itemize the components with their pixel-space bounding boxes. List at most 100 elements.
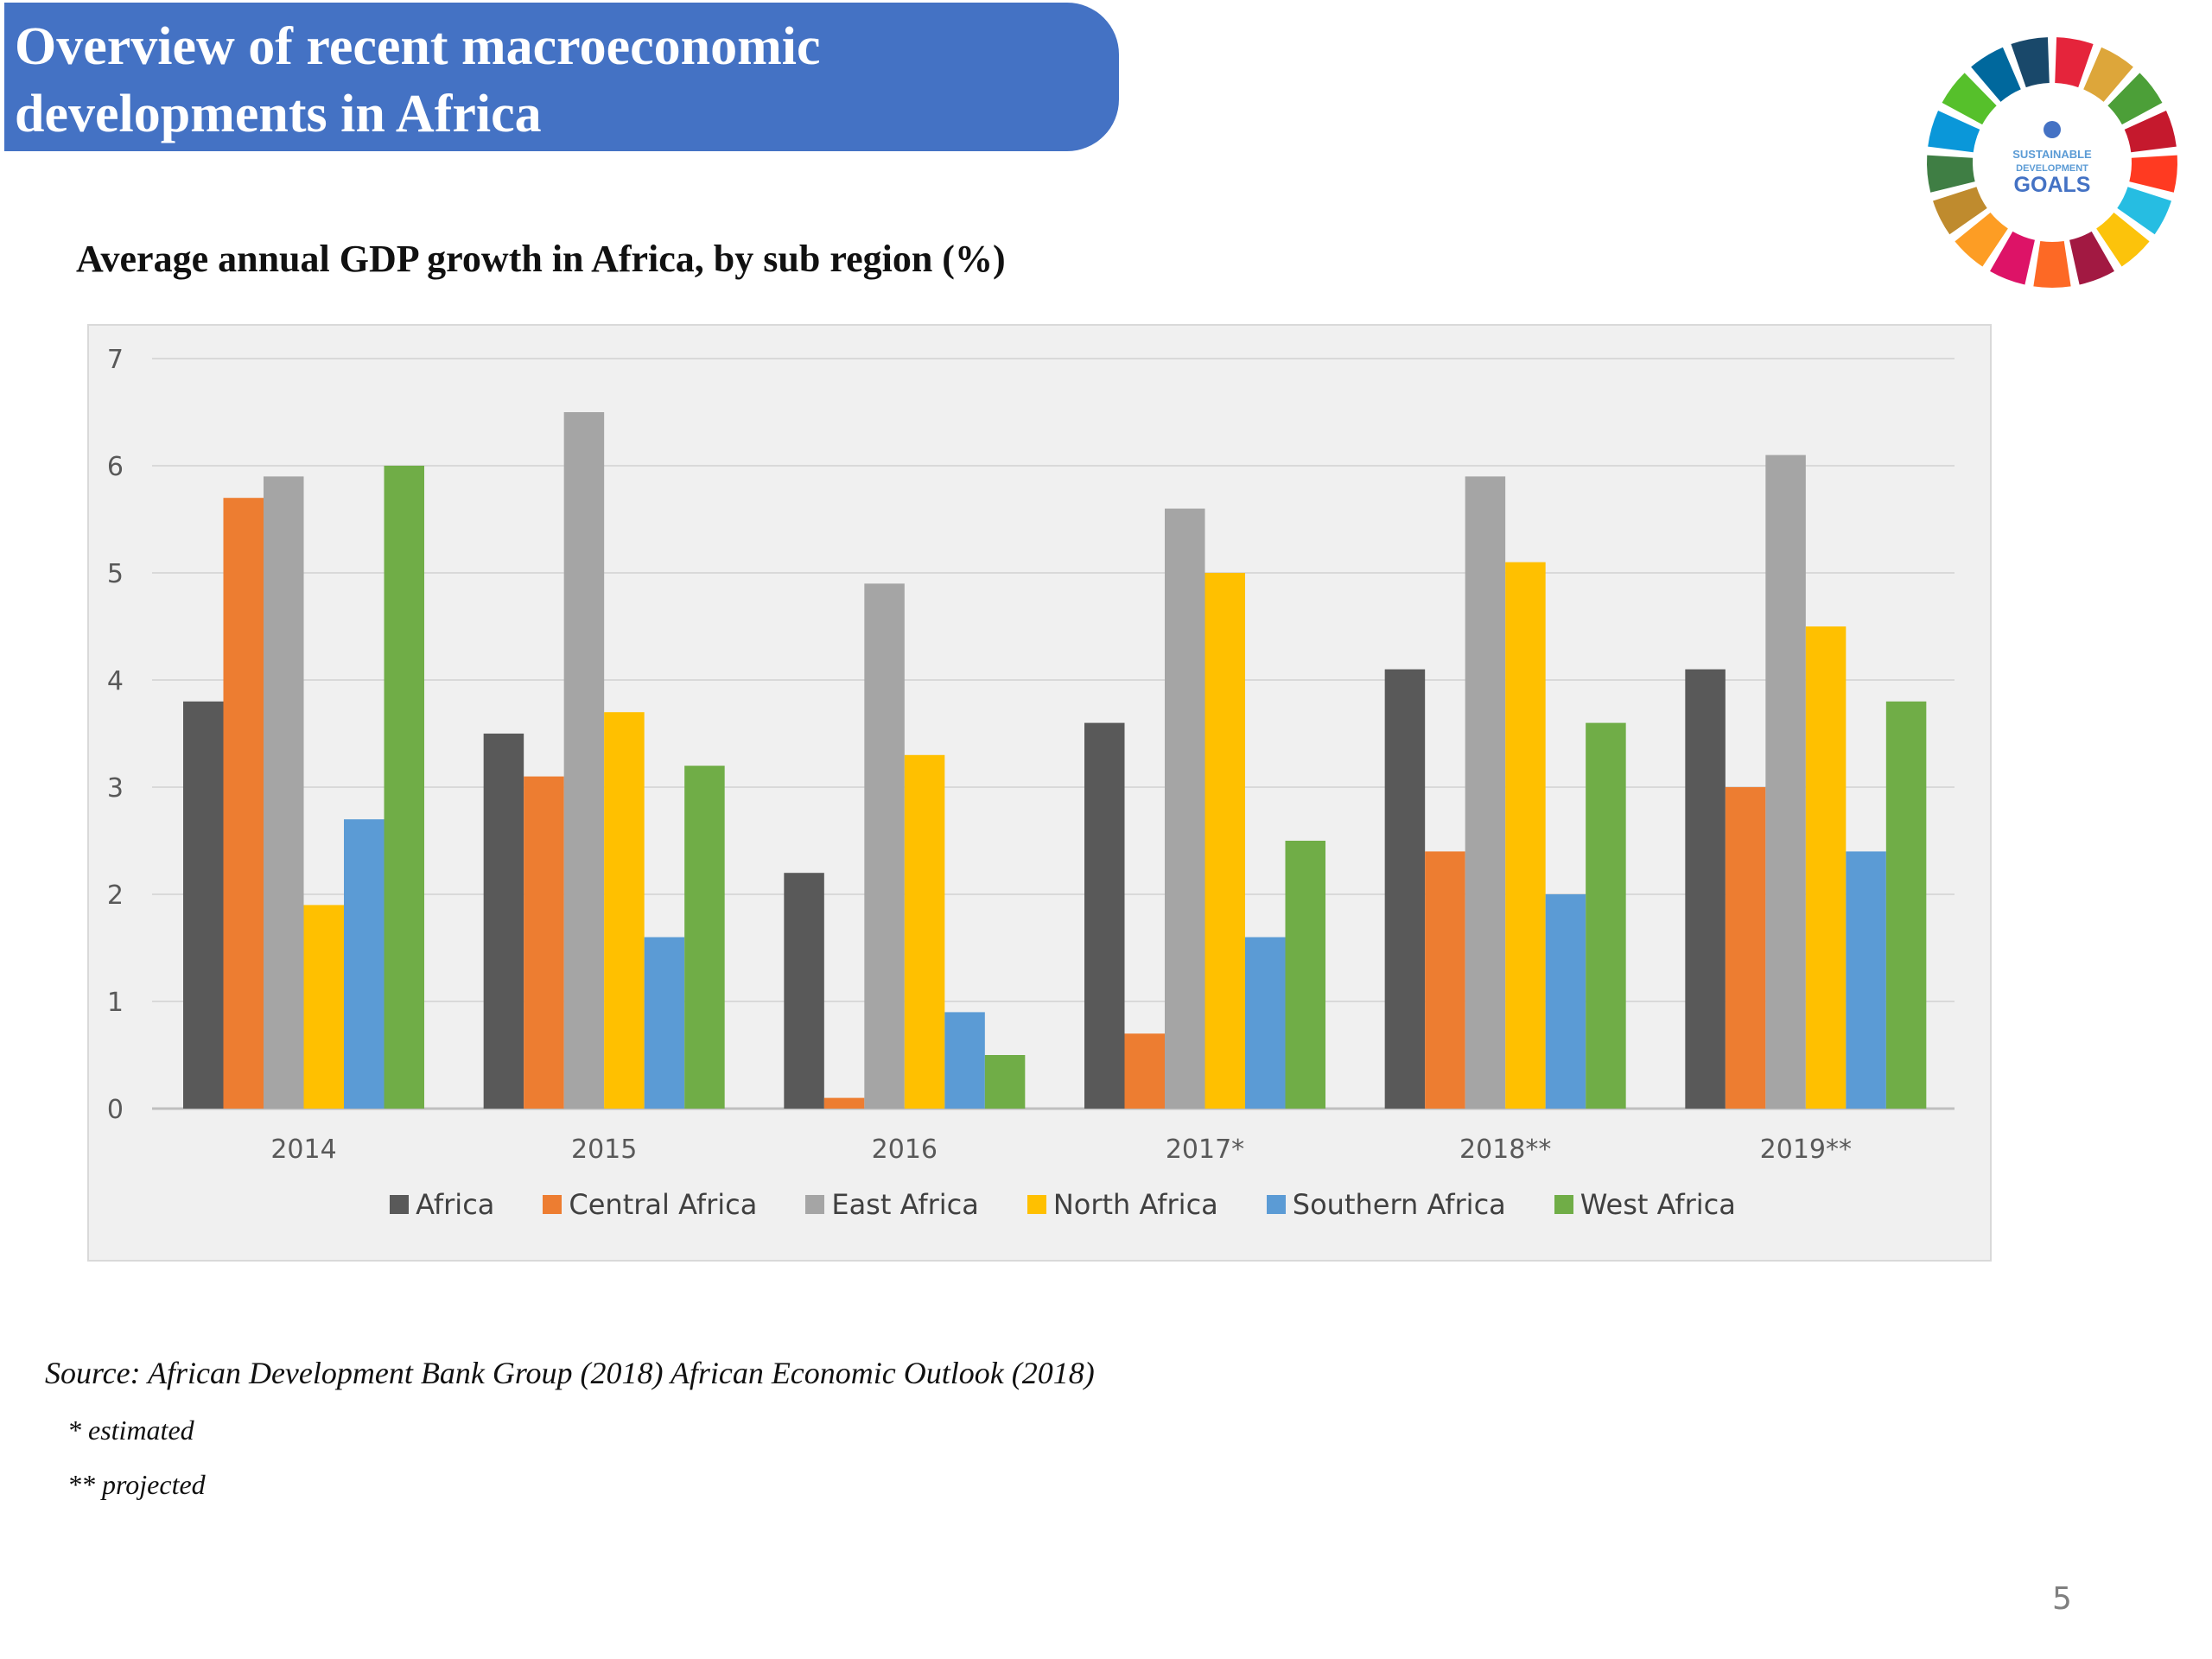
bar-east-africa (264, 476, 304, 1109)
un-emblem-icon (2044, 121, 2061, 138)
bar-east-africa (563, 412, 605, 1109)
y-tick-label: 7 (107, 345, 124, 375)
logo-text-1: SUSTAINABLE (2012, 148, 2092, 161)
sdg-segment (2083, 47, 2133, 102)
bar-central-africa (524, 776, 564, 1109)
bar-africa (1384, 669, 1426, 1109)
legend-label: East Africa (831, 1188, 979, 1221)
sdg-segment (2033, 240, 2071, 289)
x-tick-label: 2015 (571, 1135, 637, 1165)
sdg-segment (1928, 110, 1980, 153)
legend-swatch (805, 1195, 825, 1214)
bar-africa (784, 873, 824, 1109)
legend-item: East Africa (805, 1188, 979, 1221)
y-tick-label: 3 (107, 773, 124, 804)
bar-west-africa (1586, 722, 1626, 1109)
legend-swatch (390, 1195, 410, 1214)
sdg-segment (2129, 155, 2177, 193)
bar-east-africa (1765, 454, 1806, 1109)
slide-title-line-2: developments in Africa (15, 85, 542, 143)
legend-swatch (1027, 1195, 1046, 1214)
bars (183, 412, 1927, 1109)
bar-east-africa (1165, 508, 1205, 1109)
legend-item: West Africa (1554, 1188, 1736, 1221)
x-tick-label: 2014 (270, 1135, 336, 1165)
x-axis-ticks: 2014 2015 2016 2017* 2018** 2019** (270, 1135, 1852, 1165)
x-tick-label: 2018** (1459, 1135, 1551, 1165)
y-axis-ticks: 0 1 2 3 4 5 6 7 (107, 345, 124, 1125)
legend-label: North Africa (1052, 1188, 1218, 1221)
bar-central-africa (223, 498, 264, 1109)
bar-east-africa (1465, 476, 1506, 1109)
bar-africa (183, 701, 224, 1109)
bar-central-africa (823, 1097, 865, 1109)
bar-africa (483, 734, 524, 1109)
bar-west-africa (1285, 841, 1325, 1109)
bar-north-africa (1505, 562, 1546, 1109)
sdg-segment (2096, 212, 2150, 267)
bar-north-africa (1205, 573, 1245, 1109)
bar-west-africa (1885, 701, 1927, 1109)
sdg-segment (1942, 73, 1997, 125)
legend-label: Southern Africa (1292, 1188, 1506, 1221)
bar-west-africa (684, 766, 725, 1109)
sdg-segment (2107, 73, 2163, 125)
y-tick-label: 4 (107, 666, 124, 696)
y-tick-label: 2 (107, 880, 124, 911)
legend-item: Southern Africa (1266, 1188, 1506, 1221)
note-projected: ** projected (67, 1469, 206, 1500)
y-tick-label: 5 (107, 559, 124, 589)
bar-africa (1685, 669, 1726, 1109)
sdg-segment (2069, 231, 2114, 285)
bar-central-africa (1124, 1033, 1165, 1109)
bar-africa (1084, 722, 1125, 1109)
sdg-segment (1990, 231, 2035, 285)
bar-north-africa (1805, 626, 1847, 1109)
y-tick-label: 0 (107, 1095, 124, 1125)
title-banner: Overview of recent macroeconomic develop… (4, 3, 1119, 151)
legend-swatch (1266, 1195, 1286, 1214)
sdg-segment (2117, 187, 2171, 235)
y-tick-label: 6 (107, 452, 124, 482)
legend-item: Central Africa (543, 1188, 757, 1221)
bar-north-africa (904, 754, 945, 1109)
chart-heading: Average annual GDP growth in Africa, by … (76, 238, 1006, 280)
bar-southern-africa (644, 937, 685, 1109)
sdg-segment (1971, 47, 2021, 102)
sdg-segment (2124, 110, 2177, 153)
page-number: 5 (2052, 1581, 2072, 1617)
sdg-segment (2055, 37, 2094, 88)
bar-east-africa (864, 583, 905, 1109)
bar-central-africa (1725, 787, 1766, 1109)
x-tick-label: 2017* (1166, 1135, 1244, 1165)
sdg-segment (1933, 187, 1987, 235)
logo-text-3: GOALS (2014, 173, 2091, 197)
legend-label: Africa (416, 1188, 495, 1221)
bar-west-africa (984, 1055, 1026, 1109)
slide-title-line-1: Overview of recent macroeconomic (15, 17, 821, 76)
bar-west-africa (384, 466, 424, 1109)
bar-north-africa (303, 905, 344, 1109)
sdg-segment (2011, 37, 2050, 88)
gridlines (152, 358, 1955, 1110)
sdg-segment (1955, 212, 2008, 267)
legend-item: Africa (390, 1188, 494, 1221)
y-tick-label: 1 (107, 988, 124, 1018)
x-tick-label: 2016 (872, 1135, 938, 1165)
chart-legend: Africa Central Africa East Africa North Afr… (0, 1188, 2126, 1221)
bar-southern-africa (1846, 851, 1886, 1109)
legend-item: North Africa (1027, 1188, 1218, 1221)
logo-text-2: DEVELOPMENT (2016, 163, 2088, 174)
legend-label: Central Africa (569, 1188, 758, 1221)
legend-swatch (1554, 1195, 1573, 1214)
bar-north-africa (604, 712, 645, 1109)
note-estimated: * estimated (67, 1414, 194, 1446)
x-tick-label: 2019** (1760, 1135, 1852, 1165)
legend-swatch (543, 1195, 563, 1214)
bar-southern-africa (1545, 894, 1586, 1109)
sdg-logo: SUSTAINABLE DEVELOPMENT GOALS (1927, 37, 2177, 289)
bar-southern-africa (944, 1012, 985, 1109)
source-citation: Source: African Development Bank Group (… (45, 1356, 1095, 1390)
bar-southern-africa (344, 819, 385, 1109)
